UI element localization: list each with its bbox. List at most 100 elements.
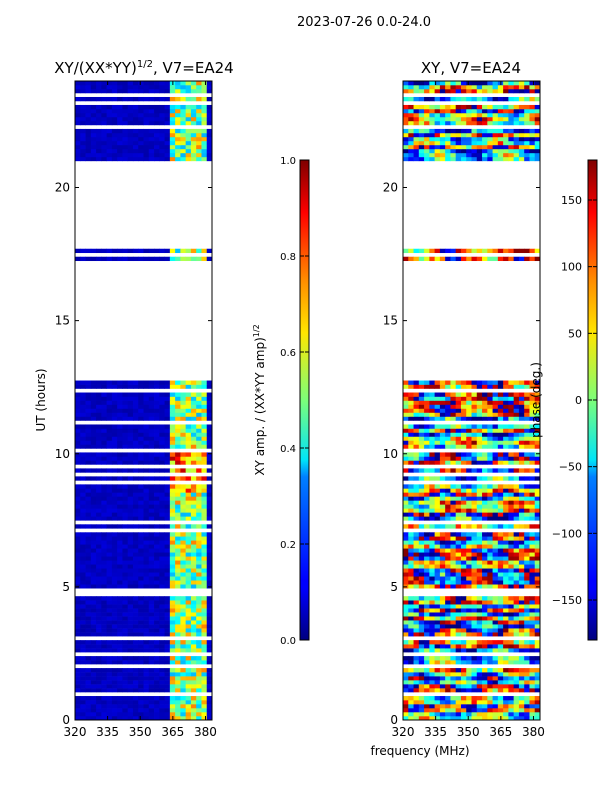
phase-cell xyxy=(466,656,472,661)
phase-cell xyxy=(534,668,540,673)
phase-cell xyxy=(450,516,457,521)
amplitude-cell xyxy=(127,440,134,445)
phase-cell xyxy=(471,576,478,581)
phase-panel-title: XY, V7=EA24 xyxy=(421,59,521,77)
amplitude-cell xyxy=(206,132,212,138)
phase-cell xyxy=(513,128,520,134)
phase-cell xyxy=(424,400,430,405)
phase-cell xyxy=(403,612,409,617)
amplitude-cell xyxy=(80,380,86,385)
amplitude-cell xyxy=(117,424,123,429)
phase-cell xyxy=(497,396,504,401)
amplitude-cell xyxy=(185,616,192,621)
phase-cell xyxy=(429,512,436,517)
phase-cell xyxy=(513,140,520,146)
phase-cell xyxy=(513,392,520,397)
amplitude-cell xyxy=(185,696,192,701)
phase-cell xyxy=(429,624,436,629)
amplitude-cell xyxy=(164,132,171,138)
phase-cell xyxy=(524,600,530,605)
phase-cell xyxy=(439,248,446,254)
amplitude-cell xyxy=(127,552,134,557)
phase-cell xyxy=(518,428,525,433)
amplitude-cell xyxy=(164,416,171,421)
amplitude-cell xyxy=(106,580,113,585)
phase-cell xyxy=(482,120,488,126)
amplitude-cell xyxy=(175,624,181,629)
amplitude-cell xyxy=(117,436,123,441)
phase-cell xyxy=(418,456,425,461)
phase-cell xyxy=(450,444,457,449)
phase-cell xyxy=(445,672,451,677)
phase-cell xyxy=(529,552,536,557)
phase-cell xyxy=(487,120,493,126)
amplitude-cell xyxy=(111,552,118,557)
phase-cell xyxy=(408,572,414,577)
amplitude-cell xyxy=(169,148,176,154)
amplitude-cell xyxy=(85,544,92,549)
amplitude-cell xyxy=(206,508,212,513)
amplitude-cell xyxy=(106,576,113,581)
phase-cell xyxy=(439,468,446,473)
phase-cell xyxy=(508,648,515,653)
amplitude-cell xyxy=(185,536,192,541)
amplitude-cell xyxy=(143,656,150,661)
phase-cell xyxy=(466,81,472,86)
phase-cell xyxy=(518,560,525,565)
amplitude-cell xyxy=(201,688,208,693)
amplitude-cell xyxy=(185,248,192,254)
amplitude-cell xyxy=(159,540,165,545)
amplitude-cell xyxy=(180,608,187,613)
phase-cell xyxy=(518,452,525,457)
amplitude-cell xyxy=(196,524,202,529)
phase-cell xyxy=(460,96,467,102)
phase-cell xyxy=(429,532,436,537)
amplitude-cell xyxy=(148,432,155,437)
phase-cell xyxy=(439,120,446,126)
phase-cell xyxy=(471,396,478,401)
amplitude-cell xyxy=(132,120,139,126)
phase-cell xyxy=(408,628,414,633)
amplitude-cell xyxy=(90,684,97,689)
phase-cell xyxy=(466,668,472,673)
phase-cell xyxy=(524,524,530,529)
phase-cell xyxy=(424,508,430,513)
phase-cell xyxy=(508,248,515,254)
amplitude-cell xyxy=(127,116,134,122)
phase-cell xyxy=(524,468,530,473)
phase-cell xyxy=(513,620,520,625)
amplitude-cell xyxy=(122,156,129,162)
phase-cell xyxy=(471,572,478,577)
amplitude-cell xyxy=(101,712,108,717)
amplitude-cell xyxy=(127,81,134,86)
phase-cell xyxy=(497,108,504,114)
phase-cell xyxy=(455,548,462,553)
phase-cell xyxy=(439,620,446,625)
amplitude-cell xyxy=(127,600,134,605)
amplitude-cell xyxy=(122,644,129,649)
phase-cell xyxy=(445,704,451,709)
phase-cell xyxy=(450,440,457,445)
amplitude-cell xyxy=(80,460,86,465)
amplitude-cell xyxy=(96,580,102,585)
phase-cell xyxy=(460,524,467,529)
amplitude-cell xyxy=(127,700,134,705)
amplitude-cell xyxy=(143,488,150,493)
phase-cell xyxy=(492,392,499,397)
amplitude-cell xyxy=(75,608,81,613)
phase-cell xyxy=(471,492,478,497)
phase-cell xyxy=(529,396,536,401)
phase-cell xyxy=(482,116,488,122)
amplitude-cell xyxy=(196,484,202,489)
amplitude-cell xyxy=(122,432,129,437)
phase-cell xyxy=(482,516,488,521)
phase-cell xyxy=(455,568,462,573)
amplitude-cell xyxy=(175,608,181,613)
amplitude-cell xyxy=(206,484,212,489)
phase-cell xyxy=(476,460,483,465)
phase-cell xyxy=(460,576,467,581)
phase-cell xyxy=(429,440,436,445)
amplitude-cell xyxy=(159,492,165,497)
amplitude-cell xyxy=(111,576,118,581)
amplitude-cell xyxy=(143,452,150,457)
